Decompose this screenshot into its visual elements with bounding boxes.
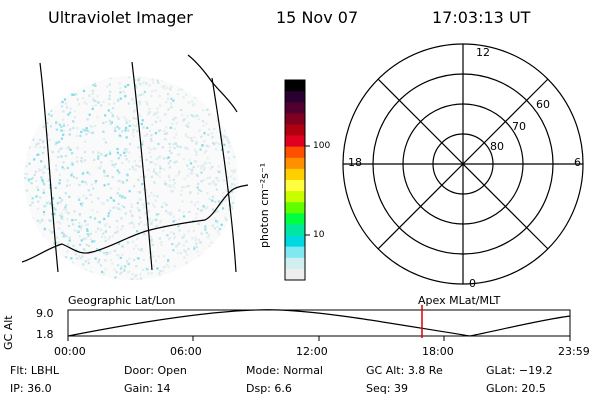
lat-label-70: 70 (512, 120, 526, 133)
status-door: Door: Open (124, 364, 187, 377)
lat-label-60: 60 (536, 98, 550, 111)
timeline-x-tick: 18:00 (422, 345, 454, 358)
timeline-x-tick: 00:00 (54, 345, 86, 358)
coastline (21, 184, 249, 263)
lat-label-80: 80 (490, 140, 504, 153)
instrument-title: Ultraviolet Imager (48, 8, 193, 27)
colorbar-tick: 100 (313, 141, 331, 151)
timeline-x-tick: 23:59 (558, 345, 590, 358)
timeline-y-tick: 1.8 (36, 328, 54, 341)
status-ip: IP: 36.0 (10, 382, 52, 395)
status-seq: Seq: 39 (366, 382, 408, 395)
mlt-label-12: 12 (476, 46, 490, 59)
coastline (187, 54, 238, 113)
altitude-timeline (67, 305, 571, 341)
uv-image (21, 54, 249, 280)
status-glon: GLon: 20.5 (486, 382, 546, 395)
date-label: 15 Nov 07 (276, 8, 359, 27)
mlt-label-6: 6 (574, 156, 581, 169)
colorbar (284, 79, 310, 281)
longitude-line (211, 77, 237, 273)
timeline-left-caption: Geographic Lat/Lon (68, 294, 176, 307)
status-mode: Mode: Normal (246, 364, 323, 377)
altitude-curve (67, 309, 571, 337)
status-gc-alt: GC Alt: 3.8 Re (366, 364, 443, 377)
longitude-line (39, 62, 59, 273)
timeline-y-axis-label: GC Alt (2, 315, 15, 350)
timeline-x-tick: 12:00 (296, 345, 328, 358)
status-glat: GLat: −19.2 (486, 364, 553, 377)
colorbar-unit-label: photon cm⁻²s⁻¹ (258, 162, 271, 248)
longitude-line (131, 61, 153, 271)
mlt-label-0: 0 (469, 277, 476, 290)
time-label: 17:03:13 UT (432, 8, 531, 27)
colorbar-tick: 10 (313, 230, 325, 240)
timeline-right-caption: Apex MLat/MLT (418, 294, 501, 307)
status-flt: Flt: LBHL (10, 364, 59, 377)
timeline-x-tick: 06:00 (170, 345, 202, 358)
timeline-y-tick: 9.0 (36, 307, 54, 320)
mlt-label-18: 18 (348, 156, 362, 169)
polar-grid (342, 43, 584, 285)
status-dsp: Dsp: 6.6 (246, 382, 292, 395)
status-gain: Gain: 14 (124, 382, 171, 395)
